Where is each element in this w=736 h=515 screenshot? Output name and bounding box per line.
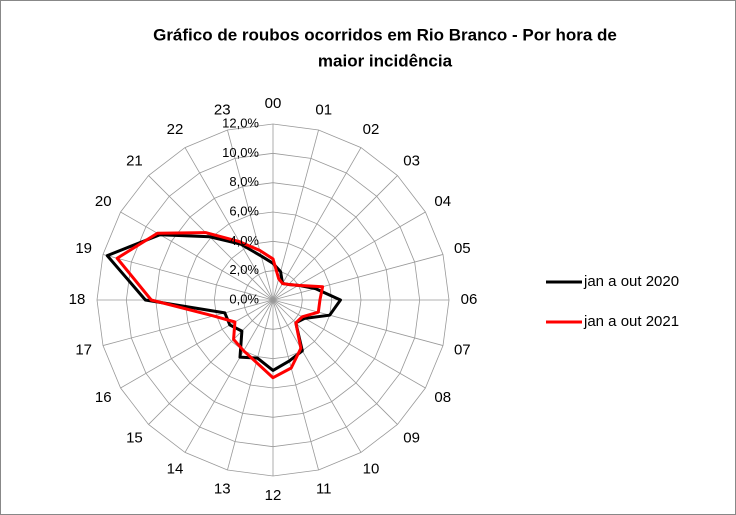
spoke — [272, 299, 319, 471]
spoke — [227, 129, 274, 301]
y-tick-label: 10,0% — [222, 145, 259, 160]
category-label: 17 — [75, 342, 92, 359]
category-label: 00 — [265, 95, 282, 112]
y-tick-label: 0,0% — [229, 291, 259, 306]
category-label: 06 — [461, 291, 478, 308]
category-label: 18 — [69, 291, 86, 308]
category-label: 07 — [454, 342, 471, 359]
category-label: 14 — [167, 461, 184, 478]
spoke — [272, 299, 362, 453]
spoke — [272, 299, 444, 346]
category-label: 16 — [95, 389, 112, 406]
spoke — [184, 147, 274, 301]
y-tick-label: 2,0% — [229, 262, 259, 277]
spoke — [120, 299, 274, 389]
category-label: 23 — [214, 102, 231, 119]
category-label: 03 — [403, 152, 420, 169]
y-tick-label: 8,0% — [229, 174, 259, 189]
category-label: 13 — [214, 480, 231, 497]
category-label: 10 — [363, 461, 380, 478]
chart-title: maior incidência — [318, 51, 453, 70]
spoke — [272, 299, 426, 389]
category-label: 12 — [265, 487, 282, 504]
spoke — [148, 299, 274, 425]
category-label: 21 — [126, 152, 143, 169]
y-tick-label: 6,0% — [229, 203, 259, 218]
category-label: 15 — [126, 430, 143, 447]
spoke — [272, 254, 444, 301]
spoke — [184, 299, 274, 453]
category-label: 08 — [434, 389, 451, 406]
legend-label: jan a out 2021 — [583, 313, 679, 330]
spoke — [120, 211, 274, 301]
spoke — [227, 299, 274, 471]
category-label: 04 — [434, 193, 451, 210]
category-label: 22 — [167, 121, 184, 138]
chart-title: Gráfico de roubos ocorridos em Rio Branc… — [153, 25, 617, 44]
spoke — [272, 299, 398, 425]
category-label: 20 — [95, 193, 112, 210]
y-tick-label: 12,0% — [222, 115, 259, 130]
category-label: 19 — [75, 240, 92, 257]
category-label: 05 — [454, 240, 471, 257]
category-label: 01 — [315, 102, 332, 119]
series-line — [115, 231, 325, 380]
spoke — [272, 147, 362, 301]
category-label: 11 — [316, 480, 332, 497]
spoke — [102, 254, 274, 301]
spoke — [102, 299, 274, 346]
category-label: 09 — [403, 430, 420, 447]
legend-label: jan a out 2020 — [583, 273, 679, 290]
y-tick-label: 4,0% — [229, 233, 259, 248]
spoke — [272, 175, 398, 301]
category-label: 02 — [363, 121, 380, 138]
